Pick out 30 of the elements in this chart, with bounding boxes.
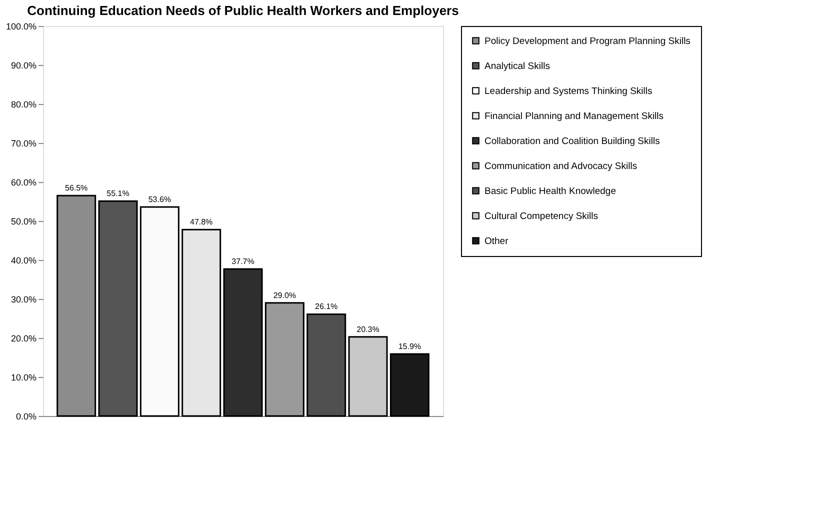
data-label: 26.1% <box>314 302 338 312</box>
y-tick-label: 10.0% <box>10 372 36 382</box>
data-label: 47.8% <box>190 218 213 227</box>
legend-label: Leadership and Systems Thinking Skills <box>484 86 652 97</box>
legend-label: Other <box>484 236 508 247</box>
legend-label: Basic Public Health Knowledge <box>484 186 616 197</box>
data-label: 55.1% <box>106 189 130 198</box>
legend-label: Collaboration and Coalition Building Skills <box>484 136 660 147</box>
chart-title: Continuing Education Needs of Public Health Workers and Employers <box>27 3 459 18</box>
y-tick-label: 80.0% <box>10 100 36 110</box>
data-label: 20.3% <box>356 324 380 334</box>
y-tick-label: 50.0% <box>10 216 36 226</box>
y-tick-label: 90.0% <box>10 60 36 70</box>
legend-label: Analytical Skills <box>484 60 550 72</box>
legend-label: Policy Development and Program Planning Skills <box>484 36 691 47</box>
data-label: 53.6% <box>148 194 172 204</box>
legend-label: Financial Planning and Management Skills <box>484 110 664 122</box>
legend-label: Communication and Advocacy Skills <box>484 160 638 172</box>
y-tick-label: 20.0% <box>10 334 36 344</box>
y-tick-label: 100.0% <box>6 22 36 32</box>
y-tick-label: 0.0% <box>16 412 36 422</box>
y-tick-label: 40.0% <box>10 256 36 266</box>
data-label: 56.5% <box>64 184 88 193</box>
data-label: 15.9% <box>398 342 422 351</box>
y-tick-label: 30.0% <box>10 294 36 304</box>
data-label: 37.7% <box>232 256 254 266</box>
y-tick-label: 60.0% <box>10 178 36 188</box>
y-tick-label: 70.0% <box>10 138 36 148</box>
legend-label: Cultural Competency Skills <box>484 210 598 222</box>
data-label: 29.0% <box>273 290 296 300</box>
